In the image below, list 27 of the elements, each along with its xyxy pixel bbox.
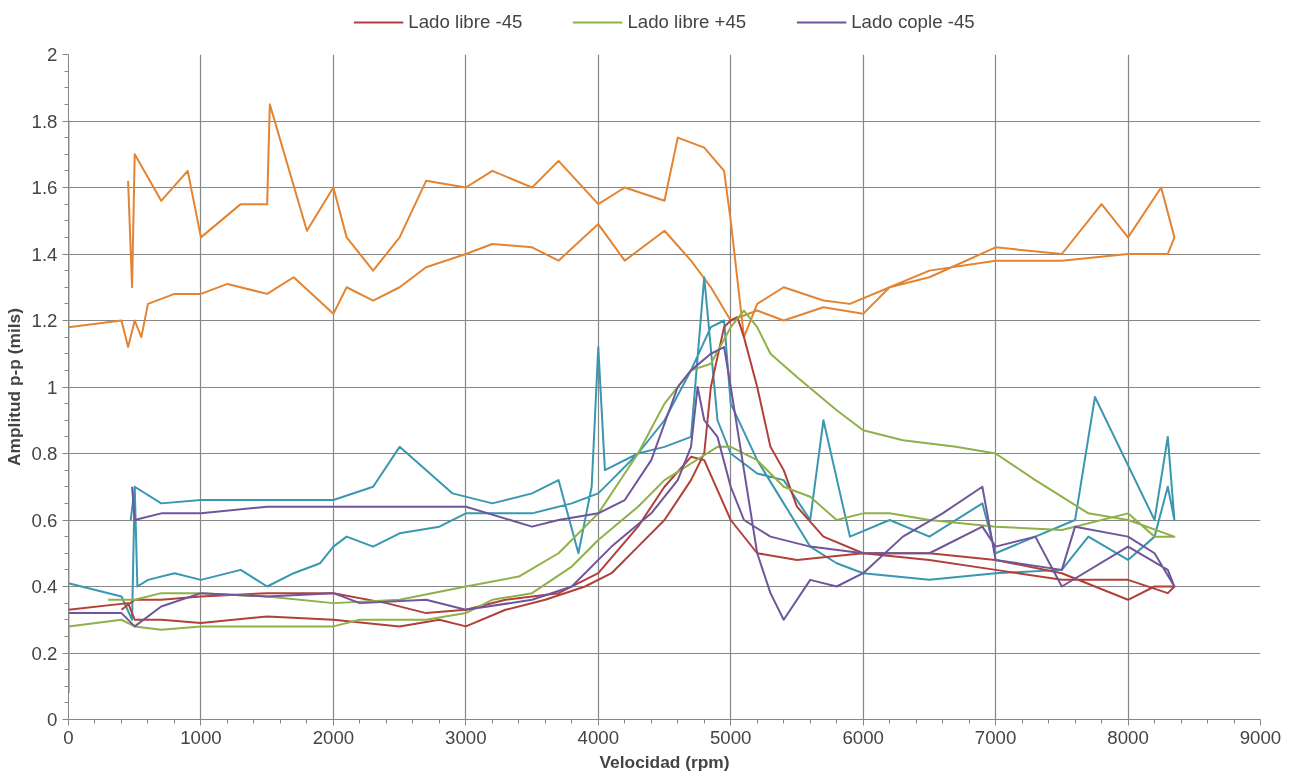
y-tick-label: 2: [47, 44, 58, 65]
legend-label: Lado libre +45: [627, 11, 747, 33]
x-tick-label: 0: [63, 726, 74, 748]
y-tick-label: 0.8: [31, 443, 58, 464]
y-axis-title: Amplitud p-p (mils): [3, 308, 24, 466]
x-tick-label: 1000: [180, 726, 222, 748]
y-tick-label: 1.6: [31, 177, 58, 198]
x-tick-label: 8000: [1107, 726, 1149, 748]
y-tick-label: 1.4: [31, 243, 58, 265]
x-tick-label: 4000: [577, 726, 620, 748]
x-axis-title: Velocidad (rpm): [599, 751, 730, 772]
y-tick-label: 0: [47, 709, 58, 730]
x-tick-label: 5000: [709, 726, 752, 748]
legend-label: Lado libre -45: [408, 11, 523, 33]
x-tick-label: 9000: [1239, 726, 1282, 748]
y-tick-label: 0.4: [31, 576, 58, 597]
y-tick-label: 0.2: [31, 642, 58, 664]
y-tick-label: 1.8: [31, 110, 58, 132]
y-tick-label: 0.6: [31, 509, 58, 531]
y-tick-label: 1.2: [31, 310, 58, 331]
line-series: [68, 309, 1176, 694]
legend-label: Lado cople -45: [851, 11, 975, 33]
x-tick-label: 6000: [842, 726, 884, 748]
y-tick-label: 1: [47, 376, 58, 398]
x-tick-label: 3000: [445, 726, 487, 748]
x-tick-label: 7000: [974, 726, 1017, 748]
x-tick-label: 2000: [312, 726, 355, 748]
